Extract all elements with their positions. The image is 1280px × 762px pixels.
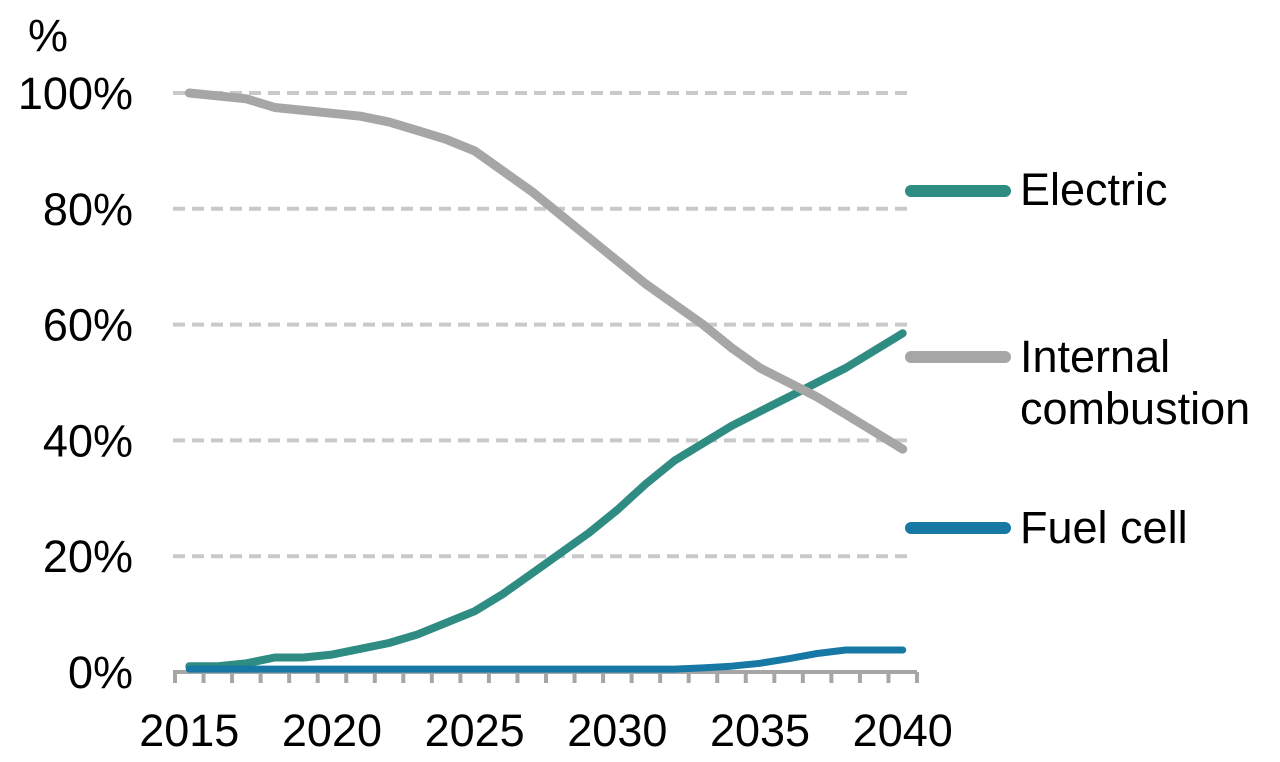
- x-axis: [173, 670, 919, 683]
- legend-label-electric: Electric: [1020, 164, 1168, 215]
- x-tick-label-2020: 2020: [282, 705, 382, 756]
- y-tick-label-40: 40%: [43, 415, 133, 466]
- x-tick-label-2025: 2025: [425, 705, 525, 756]
- series-lines: [184, 88, 908, 673]
- series-line-fuel-cell: [185, 646, 907, 673]
- y-tick-label-20: 20%: [43, 531, 133, 582]
- y-tick-label-80: 80%: [43, 184, 133, 235]
- series-line-electric: [185, 329, 907, 671]
- y-tick-label-0: 0%: [68, 647, 133, 698]
- y-tick-label-60: 60%: [43, 300, 133, 351]
- axis-labels: 100% 80% 60% 40% 20% 0%2015 2020 2025 2030 2035 20…: [18, 68, 953, 756]
- legend-swatch-electric: [905, 185, 1011, 197]
- legend-swatch-fuel-cell: [905, 522, 1011, 534]
- x-tick-label-2015: 2015: [139, 705, 239, 756]
- legend-label-internal-combustion: Internal combustion: [1020, 331, 1251, 434]
- x-tick-label-2035: 2035: [710, 705, 810, 756]
- y-tick-label-100: 100%: [18, 68, 133, 119]
- series-line-internal-combustion: [184, 88, 908, 454]
- y-axis-title: %: [28, 10, 69, 61]
- x-tick-label-2030: 2030: [567, 705, 667, 756]
- x-tick-label-2040: 2040: [853, 705, 953, 756]
- legend-label-fuel-cell: Fuel cell: [1020, 502, 1188, 553]
- gridlines: [173, 91, 913, 559]
- legend-swatch-internal-combustion: [905, 351, 1011, 363]
